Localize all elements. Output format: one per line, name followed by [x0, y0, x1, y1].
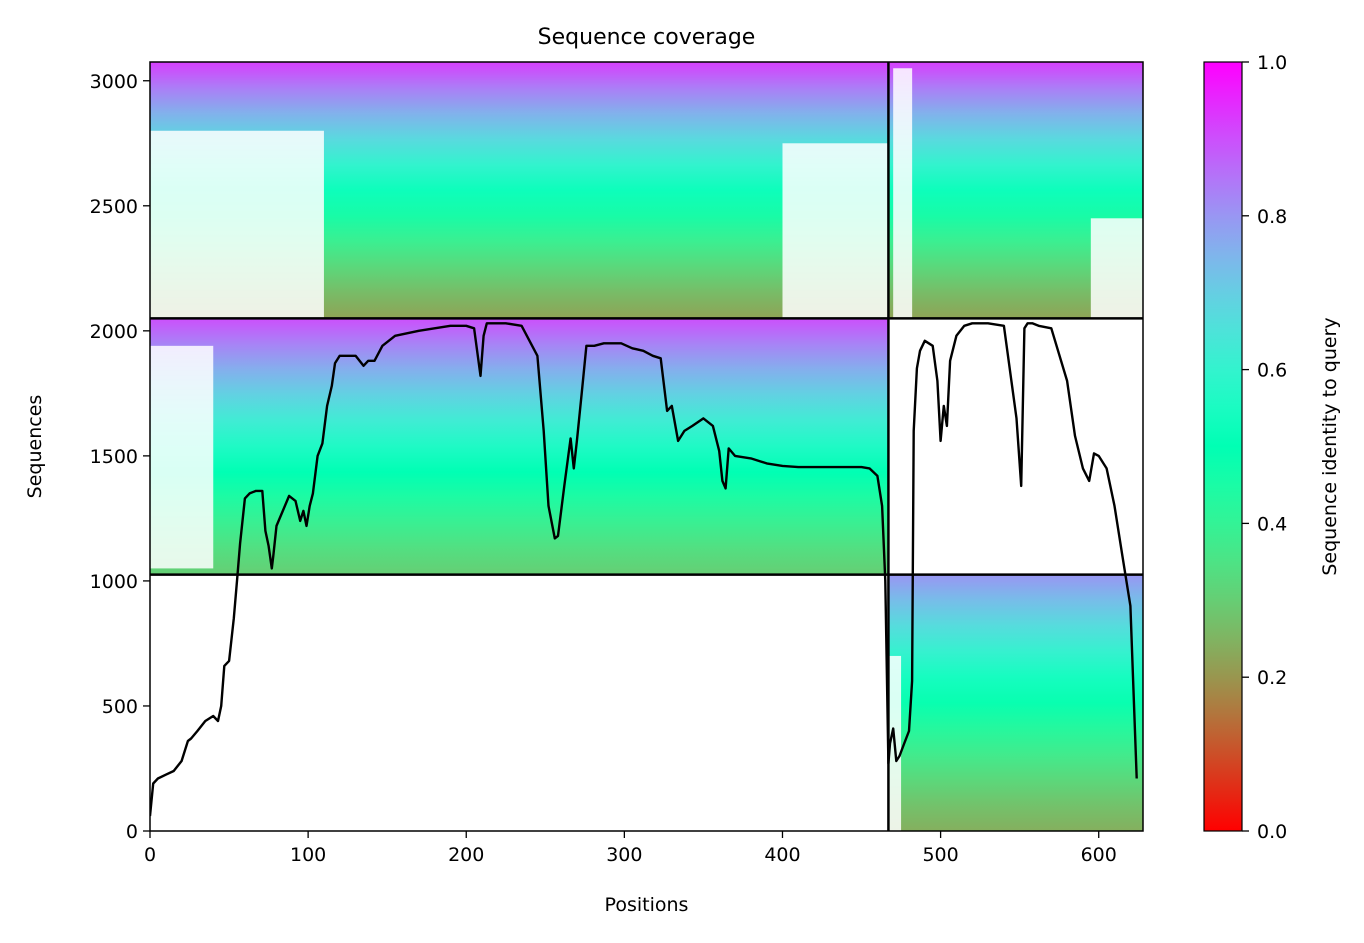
- coverage-gap: [1090, 218, 1143, 319]
- colorbar-tick-label: 0.6: [1257, 360, 1287, 382]
- y-tick-label: 3000: [90, 71, 138, 93]
- x-tick-label: 300: [606, 844, 642, 866]
- coverage-gap: [150, 345, 214, 569]
- y-tick-label: 2500: [90, 196, 138, 218]
- y-tick-label: 500: [102, 696, 138, 718]
- colorbar-tick-label: 0.2: [1257, 667, 1287, 689]
- x-tick-label: 500: [922, 844, 958, 866]
- y-axis: 0 500 1000 1500 2000 2500 3000: [90, 71, 150, 843]
- y-tick-label: 1500: [90, 446, 138, 468]
- coverage-line: [150, 322, 1138, 817]
- colorbar-ticks: 0.0 0.2 0.4 0.6 0.8 1.0: [1242, 52, 1287, 843]
- colorbar-tick-label: 0.4: [1257, 513, 1287, 535]
- y-tick-label: 1000: [90, 571, 138, 593]
- colorbar-tick-label: 1.0: [1257, 52, 1287, 74]
- coverage-line-layer: [150, 322, 1138, 817]
- coverage-blocks: [150, 62, 1143, 831]
- y-tick-label: 2000: [90, 321, 138, 343]
- x-tick-label: 600: [1081, 844, 1117, 866]
- x-tick-label: 100: [290, 844, 326, 866]
- colorbar-tick-label: 0.8: [1257, 206, 1287, 228]
- colorbar: [1203, 61, 1243, 832]
- colorbar-tick-label: 0.0: [1257, 821, 1287, 843]
- plot-frame: [149, 61, 1144, 832]
- coverage-block: [888, 574, 1143, 831]
- coverage-gap: [150, 130, 324, 319]
- colorbar-label: Sequence identity to query: [1319, 317, 1341, 575]
- x-tick-label: 200: [448, 844, 484, 866]
- x-tick-label: 400: [764, 844, 800, 866]
- x-axis-label: Positions: [605, 894, 689, 916]
- y-tick-label: 0: [126, 821, 138, 843]
- chart-title: Sequence coverage: [538, 25, 756, 50]
- x-axis: 0 100 200 300 400 500 600: [144, 831, 1117, 866]
- x-tick-label: 0: [144, 844, 156, 866]
- coverage-gap: [893, 68, 913, 319]
- y-axis-label: Sequences: [24, 395, 46, 499]
- coverage-gap: [782, 143, 889, 319]
- coverage-block: [150, 318, 889, 575]
